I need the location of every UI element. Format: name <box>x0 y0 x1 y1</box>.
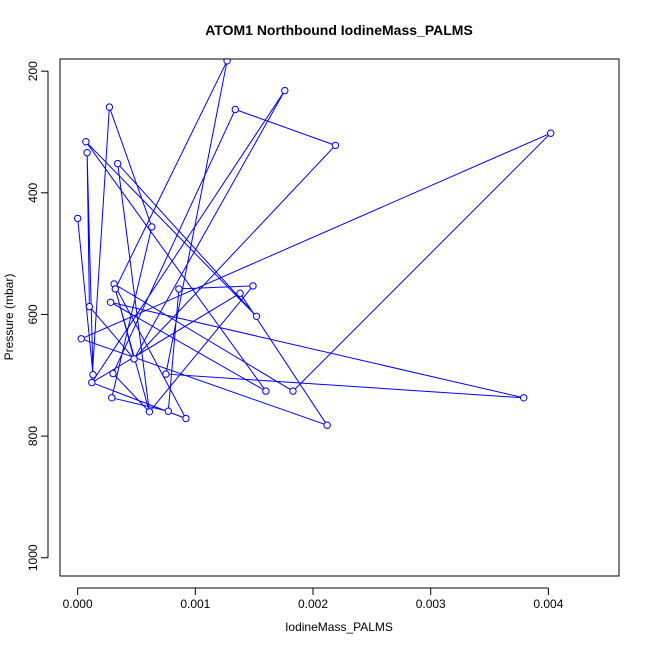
x-axis: 0.000 0.001 0.002 0.003 0.004 <box>63 587 564 611</box>
data-point <box>182 414 190 423</box>
data-point <box>89 371 97 379</box>
y-tick-label: 1000 <box>26 544 40 571</box>
y-axis: 200 400 600 800 1000 <box>26 61 49 571</box>
data-point <box>106 298 115 306</box>
chart-title: ATOM1 Northbound IodineMass_PALMS <box>205 22 473 38</box>
plot-frame <box>59 58 620 577</box>
data-point <box>130 355 138 363</box>
y-tick-label: 400 <box>26 182 40 202</box>
data-point <box>520 394 528 402</box>
data-point <box>77 335 85 343</box>
data-point <box>105 103 114 111</box>
y-tick-label: 600 <box>26 304 40 324</box>
data-point <box>145 408 154 416</box>
x-tick-label: 0.003 <box>416 597 446 611</box>
data-point <box>236 289 244 297</box>
data-point <box>148 223 156 231</box>
data-point <box>82 138 90 146</box>
data-point <box>231 105 240 114</box>
y-tick-label: 200 <box>26 61 40 81</box>
series-group <box>74 59 555 429</box>
data-point <box>109 369 117 378</box>
data-point <box>547 129 555 137</box>
data-point <box>175 285 183 293</box>
data-point <box>262 387 270 395</box>
data-point <box>252 312 261 320</box>
data-point <box>83 149 91 157</box>
data-point <box>331 141 340 150</box>
data-point <box>111 285 120 293</box>
y-axis-label: Pressure (mbar) <box>2 274 16 361</box>
data-point <box>289 387 297 395</box>
data-point <box>249 282 257 290</box>
x-tick-label: 0.002 <box>298 597 328 611</box>
data-point <box>108 394 116 402</box>
data-point <box>223 59 231 65</box>
x-axis-label: IodineMass_PALMS <box>285 620 393 634</box>
data-layer <box>74 59 555 429</box>
x-tick-label: 0.001 <box>180 597 210 611</box>
data-point <box>281 86 289 95</box>
x-tick-label: 0.000 <box>63 597 93 611</box>
data-point <box>85 302 94 311</box>
data-point <box>164 407 173 415</box>
data-point <box>74 214 82 223</box>
data-point <box>162 370 170 378</box>
data-point <box>323 421 331 429</box>
y-tick-label: 800 <box>26 426 40 446</box>
data-point <box>88 378 96 387</box>
x-tick-label: 0.004 <box>533 597 563 611</box>
data-point <box>114 159 122 168</box>
